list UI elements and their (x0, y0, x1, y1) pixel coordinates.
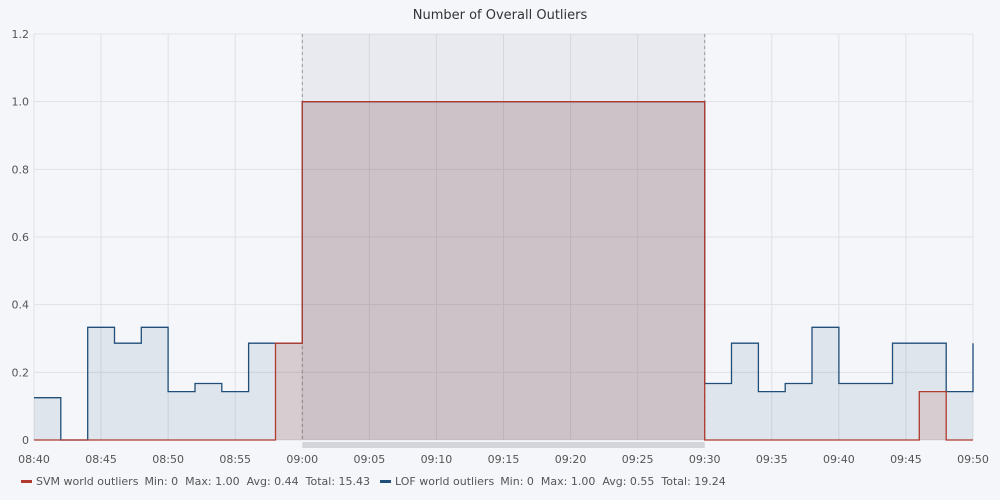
axes: 0 0.2 0.4 0.6 0.8 1.0 1.2 08:40 08:45 08:50 08:55 0… (12, 28, 989, 466)
y-tick-label: 1.0 (12, 96, 30, 109)
x-tick-label: 09:50 (957, 453, 989, 466)
y-tick-label: 0.4 (12, 299, 30, 312)
y-tick-label: 0 (22, 434, 29, 447)
legend-series-name: SVM world outliers (36, 475, 139, 488)
series-line-0[interactable] (34, 101, 973, 441)
x-tick-label: 09:20 (555, 453, 587, 466)
series-areas (34, 101, 973, 440)
x-tick-label: 09:05 (354, 453, 386, 466)
x-tick-label: 09:25 (622, 453, 654, 466)
legend-series-stats: Min: 0 Max: 1.00 Avg: 0.44 Total: 15.43 (144, 475, 370, 488)
series-area-1 (34, 101, 973, 440)
x-tick-label: 09:30 (689, 453, 721, 466)
selection-handle-bar[interactable] (302, 442, 705, 448)
legend-series-name: LOF world outliers (395, 475, 494, 488)
series-area-0 (34, 101, 973, 440)
x-tick-label: 08:55 (219, 453, 251, 466)
x-tick-label: 08:40 (18, 453, 50, 466)
legend-item-0[interactable]: SVM world outliers Min: 0 Max: 1.00 Avg: … (21, 475, 370, 488)
y-tick-label: 0.8 (12, 163, 30, 176)
series-lines (34, 101, 974, 441)
legend-swatch (21, 480, 32, 483)
legend-series-stats: Min: 0 Max: 1.00 Avg: 0.55 Total: 19.24 (500, 475, 726, 488)
y-tick-label: 0.2 (12, 366, 30, 379)
x-tick-label: 08:50 (152, 453, 184, 466)
legend-item-1[interactable]: LOF world outliers Min: 0 Max: 1.00 Avg: … (380, 475, 726, 488)
x-tick-label: 08:45 (85, 453, 117, 466)
y-tick-label: 0.6 (12, 231, 30, 244)
y-tick-label: 1.2 (12, 28, 30, 41)
x-tick-label: 09:10 (421, 453, 453, 466)
chart-title: Number of Overall Outliers (413, 8, 588, 23)
legend-swatch (380, 480, 392, 483)
x-tick-label: 09:40 (823, 453, 855, 466)
x-tick-label: 09:45 (890, 453, 922, 466)
x-tick-label: 09:35 (756, 453, 788, 466)
x-tick-label: 09:15 (488, 453, 520, 466)
x-tick-label: 09:00 (286, 453, 318, 466)
legend[interactable]: SVM world outliers Min: 0 Max: 1.00 Avg: … (21, 475, 726, 488)
